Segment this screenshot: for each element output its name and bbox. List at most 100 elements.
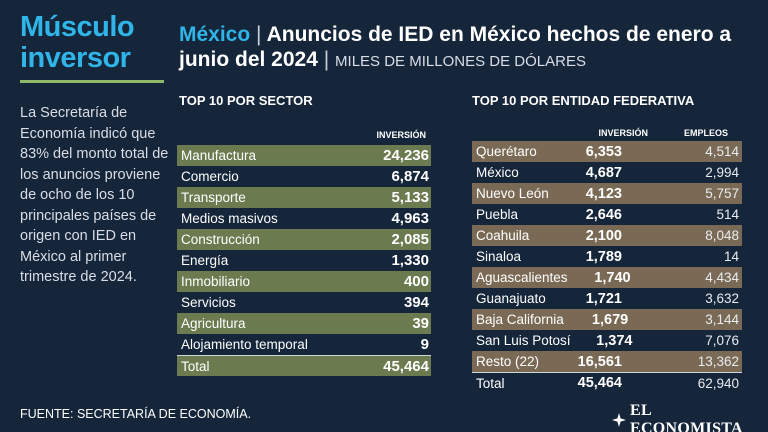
logo: EL ECONOMISTA (612, 402, 768, 432)
row-label: Medios masivos (181, 211, 278, 226)
total-empleos: 62,940 (697, 375, 739, 391)
row-label: Energía (181, 253, 229, 268)
row-inversion: 16,561 (577, 353, 622, 370)
row-empleos: 5,757 (705, 186, 739, 201)
row-label: Nuevo León (476, 186, 549, 201)
header-country: México (179, 23, 251, 46)
row-label: Agricultura (181, 316, 246, 331)
row-label: México (476, 165, 519, 180)
row-inversion: 1,721 (585, 290, 622, 307)
row-empleos: 13,362 (697, 354, 739, 369)
row-empleos: 4,434 (705, 270, 739, 285)
row-label: Aguascalientes (476, 270, 568, 285)
total-inversion: 45,464 (577, 375, 622, 391)
row-inversion: 6,353 (585, 143, 622, 160)
row-label: Manufactura (181, 148, 257, 163)
intro-text: La Secretaría de Economía indicó que 83%… (20, 105, 169, 285)
row-inversion: 5,133 (391, 189, 429, 206)
table-row: Energía 1,330 (177, 250, 431, 271)
row-inversion: 1,789 (585, 248, 622, 265)
title-divider (20, 80, 164, 83)
table-row: Transporte 5,133 (177, 187, 431, 208)
table-row: Coahuila 2,100 8,048 (472, 225, 742, 246)
table-row: Comercio 6,874 (177, 166, 431, 187)
sector-table-title: TOP 10 POR SECTOR (179, 93, 313, 108)
row-label: Puebla (476, 207, 519, 222)
table-row: Querétaro 6,353 4,514 (472, 141, 742, 162)
table-row: Alojamiento temporal 9 (177, 334, 431, 355)
table-row: Construcción 2,085 (177, 229, 431, 250)
sector-col-inversion: INVERSIÓN (376, 130, 426, 140)
row-inversion: 4,123 (585, 185, 622, 202)
row-inversion: 9 (420, 336, 429, 353)
logo-text: EL ECONOMISTA (629, 402, 743, 432)
sector-table: Manufactura 24,236 Comercio 6,874 Transporte… (177, 145, 431, 376)
logo-icon (612, 413, 626, 427)
total-label: Total (476, 375, 505, 391)
row-inversion: 4,687 (585, 164, 622, 181)
row-inversion: 24,236 (383, 147, 429, 164)
row-empleos: 3,144 (705, 312, 739, 327)
table-row: San Luis Potosí 1,374 7,076 (472, 330, 742, 351)
table-row: Nuevo León 4,123 5,757 (472, 183, 742, 204)
row-label: Construcción (181, 232, 260, 247)
table-row: Aguascalientes 1,740 4,434 (472, 267, 742, 288)
state-col-empleos: EMPLEOS (683, 128, 728, 138)
state-table: Querétaro 6,353 4,514 México 4,687 2,994 Nuevo… (472, 141, 742, 393)
row-inversion: 2,085 (391, 231, 429, 248)
source-note: FUENTE: SECRETARÍA DE ECONOMÍA. (20, 407, 252, 421)
row-inversion: 39 (412, 315, 429, 332)
header-units: MILES DE MILLONES DE DÓLARES (335, 53, 586, 70)
row-empleos: 4,514 (705, 144, 739, 159)
table-row: Guanajuato 1,721 3,632 (472, 288, 742, 309)
row-empleos: 14 (723, 249, 739, 264)
row-label: Transporte (181, 190, 246, 205)
header-separator: | (256, 23, 262, 46)
table-row: Puebla 2,646 514 (472, 204, 742, 225)
section-title: Músculo inversor (20, 11, 135, 74)
table-row: Manufactura 24,236 (177, 145, 431, 166)
row-inversion: 2,646 (585, 206, 622, 223)
row-label: Servicios (181, 295, 236, 310)
row-empleos: 514 (716, 207, 739, 222)
row-label: Guanajuato (476, 291, 546, 306)
row-empleos: 2,994 (705, 165, 739, 180)
row-label: San Luis Potosí (476, 333, 571, 348)
row-inversion: 1,740 (594, 269, 631, 286)
table-row: Inmobiliario 400 (177, 271, 431, 292)
chart-header: México | Anuncios de IED en México hecho… (179, 22, 759, 74)
state-col-inversion: INVERSIÓN (598, 128, 648, 138)
table-row: Resto (22) 16,561 13,362 (472, 351, 742, 372)
row-label: Baja California (476, 312, 564, 327)
row-inversion: 4,963 (391, 210, 429, 227)
row-inversion: 394 (403, 294, 429, 311)
total-row: Total 45,464 62,940 (472, 372, 742, 393)
table-row: México 4,687 2,994 (472, 162, 742, 183)
header-title: Anuncios de IED en México hechos de ener… (179, 23, 732, 71)
table-row: Agricultura 39 (177, 313, 431, 334)
row-inversion: 6,874 (391, 168, 429, 185)
row-label: Coahuila (476, 228, 530, 243)
total-label: Total (181, 358, 210, 374)
table-row: Baja California 1,679 3,144 (472, 309, 742, 330)
table-row: Servicios 394 (177, 292, 431, 313)
total-inversion: 45,464 (383, 357, 429, 375)
row-empleos: 7,076 (705, 333, 739, 348)
row-inversion: 1,330 (391, 252, 429, 269)
row-label: Querétaro (476, 144, 537, 159)
row-label: Inmobiliario (181, 274, 251, 289)
row-empleos: 3,632 (705, 291, 739, 306)
row-empleos: 8,048 (705, 228, 739, 243)
row-inversion: 2,100 (585, 227, 622, 244)
row-label: Alojamiento temporal (181, 337, 308, 352)
row-inversion: 1,374 (596, 332, 633, 349)
row-inversion: 400 (403, 273, 429, 290)
row-label: Sinaloa (476, 249, 522, 264)
table-row: Medios masivos 4,963 (177, 208, 431, 229)
section-title-line2: inversor (20, 42, 131, 74)
row-label: Comercio (181, 169, 239, 184)
header-units-separator: | (323, 48, 330, 71)
section-title-line1: Músculo (20, 11, 135, 43)
state-table-title: TOP 10 POR ENTIDAD FEDERATIVA (472, 93, 695, 108)
table-row: Sinaloa 1,789 14 (472, 246, 742, 267)
